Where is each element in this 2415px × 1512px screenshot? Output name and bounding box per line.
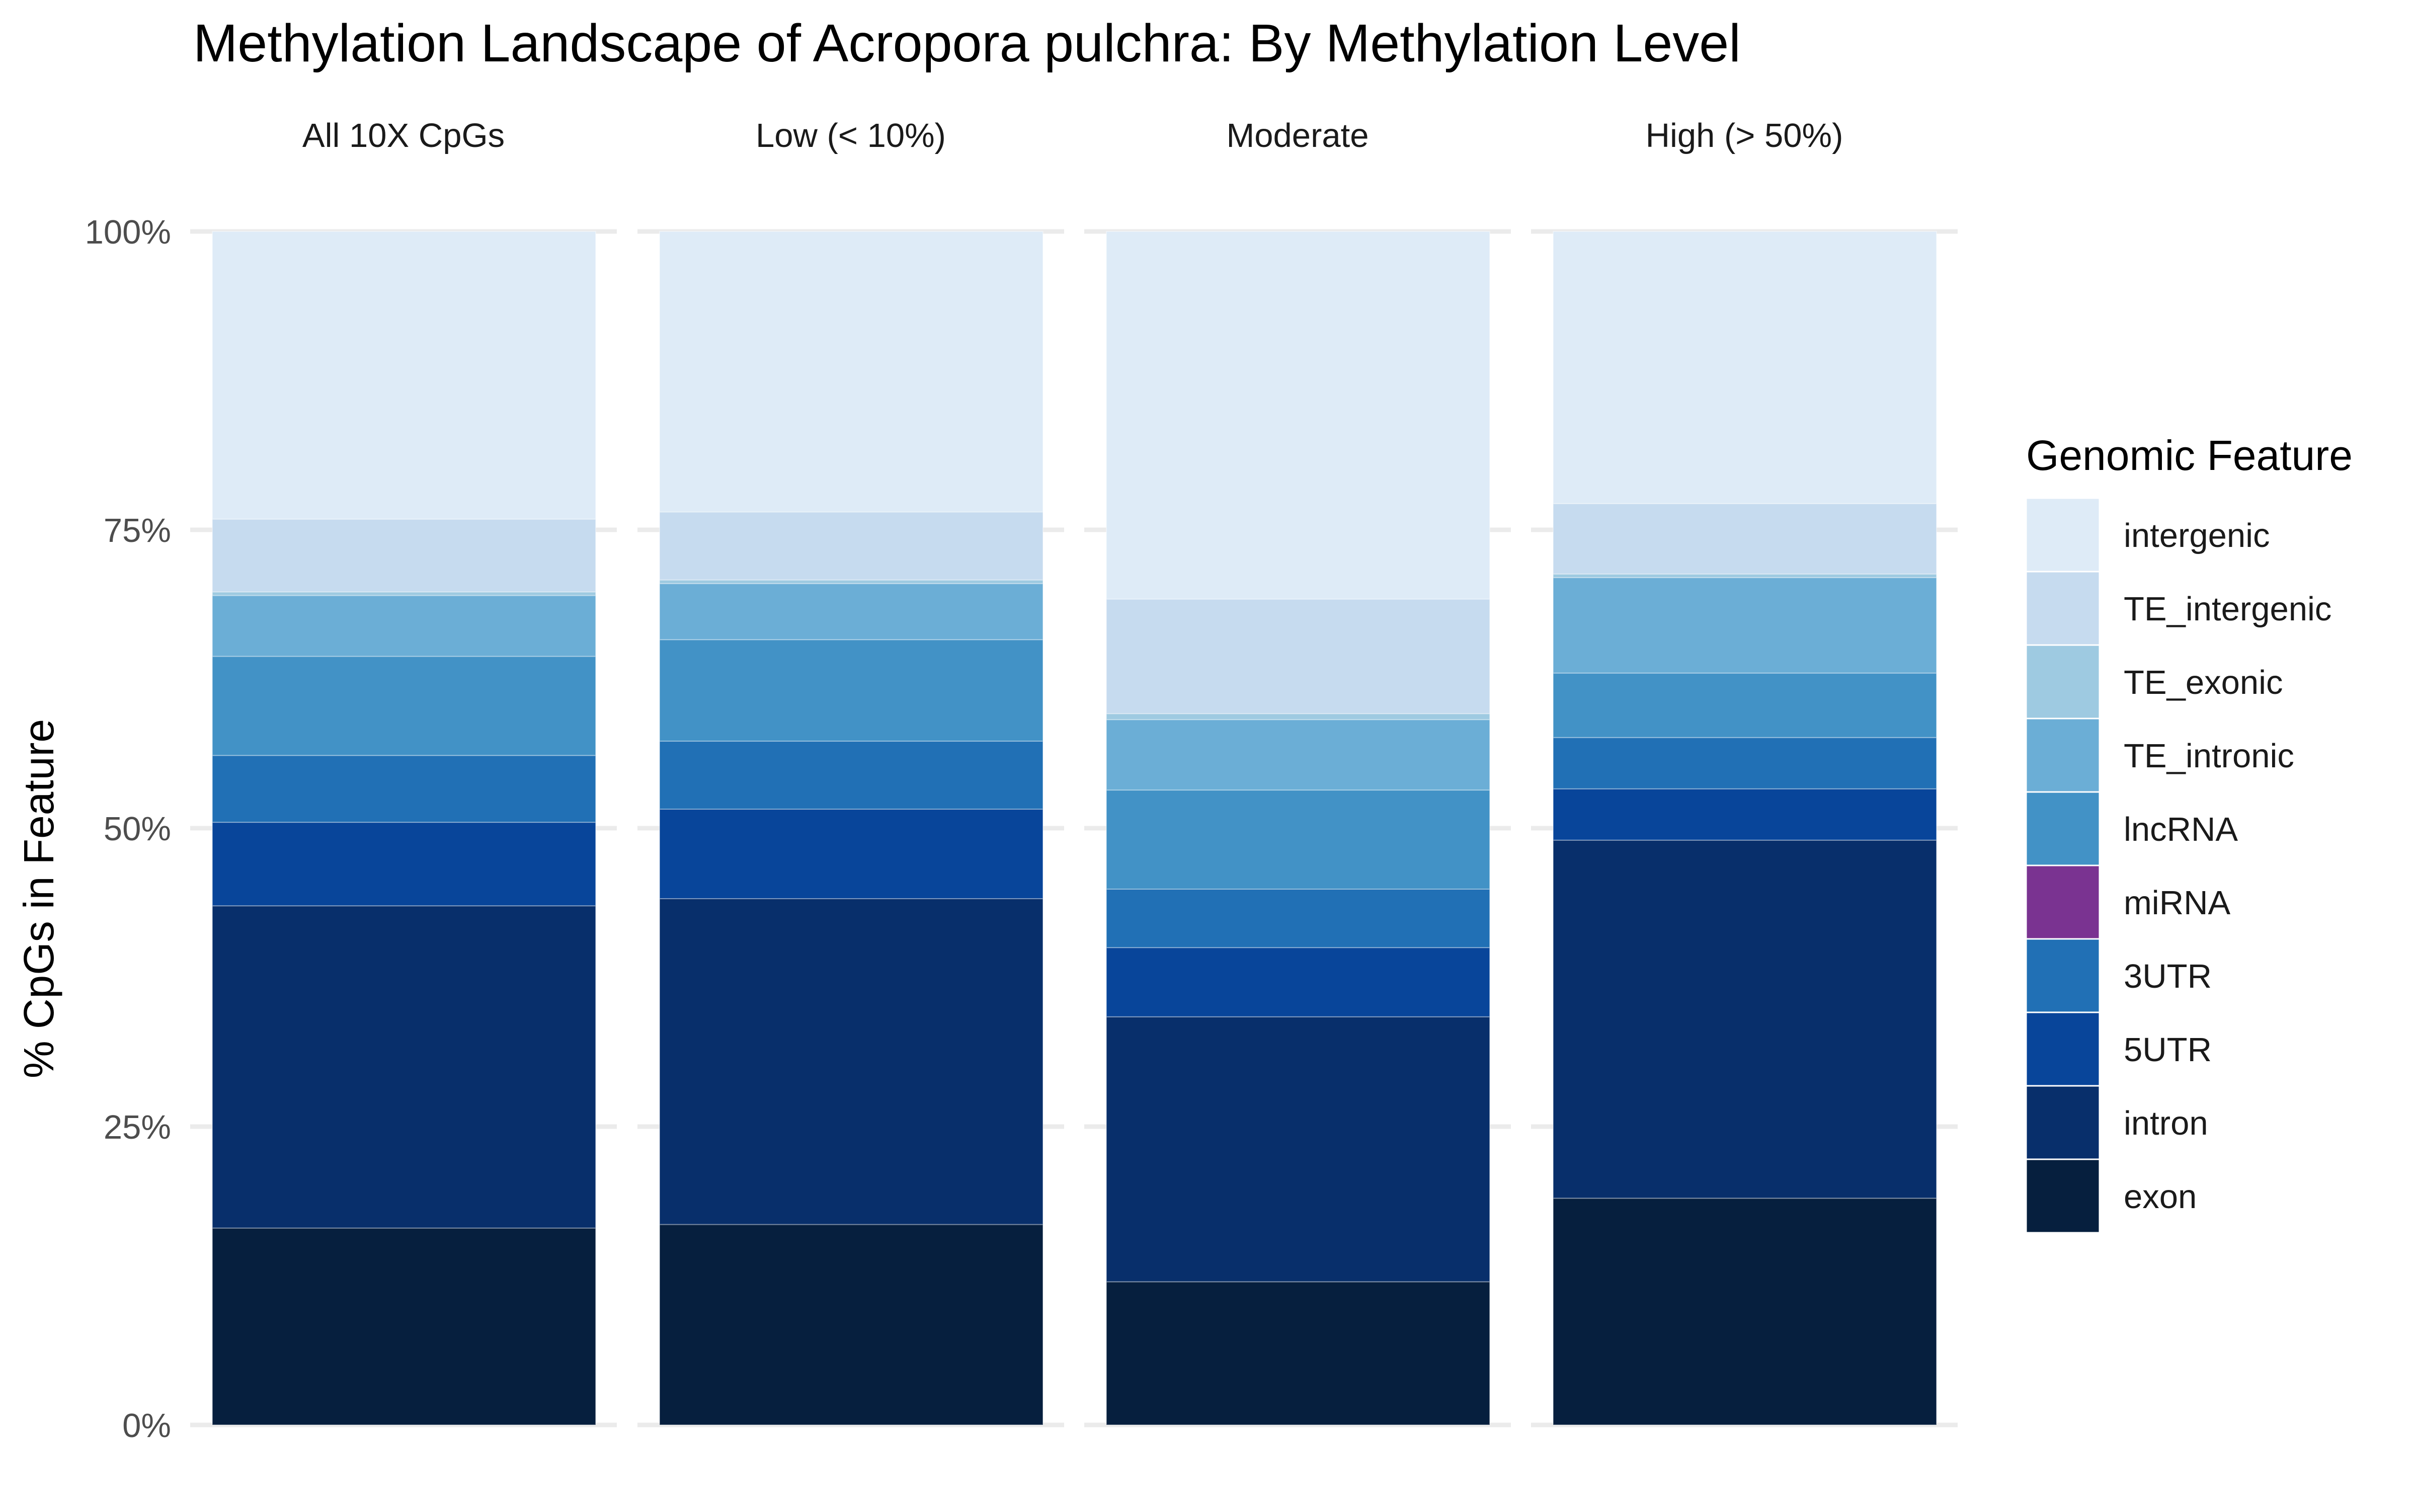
bar-segment-te-intronic bbox=[1106, 719, 1490, 791]
bar-segment-intergenic bbox=[1106, 231, 1490, 600]
bar-segment-exon bbox=[212, 1227, 596, 1426]
bar-segment-3utr bbox=[212, 755, 596, 823]
legend-label-exon: exon bbox=[2124, 1178, 2197, 1216]
legend-label-lncrna: lncRNA bbox=[2124, 811, 2238, 848]
legend-label-3utr: 3UTR bbox=[2124, 958, 2212, 995]
bar-segment-lncrna bbox=[212, 656, 596, 756]
bar-segment-intergenic bbox=[212, 231, 596, 520]
bar-segment-te-exonic bbox=[1106, 713, 1490, 721]
legend-label-te-intronic: TE_intronic bbox=[2124, 737, 2294, 775]
facet-strip-label: Low (< 10%) bbox=[756, 117, 946, 154]
y-tick-label: 50% bbox=[104, 810, 171, 848]
legend-label-5utr: 5UTR bbox=[2124, 1031, 2212, 1069]
y-axis-label: % CpGs in Feature bbox=[15, 719, 62, 1078]
bar-segment-lncrna bbox=[1106, 789, 1490, 890]
bar-segment-intron bbox=[1106, 1016, 1490, 1283]
bar-segment-te-intronic bbox=[659, 583, 1043, 641]
legend-key-te-exonic bbox=[2025, 644, 2101, 720]
legend-key-te-intronic bbox=[2025, 718, 2101, 793]
bar-segment-te-intergenic bbox=[1106, 598, 1490, 714]
bar-segment-lncrna bbox=[1553, 672, 1937, 738]
legend-label-te-intergenic: TE_intergenic bbox=[2124, 590, 2331, 628]
legend-key-5utr bbox=[2025, 1011, 2101, 1087]
legend-title: Genomic Feature bbox=[2026, 432, 2353, 479]
bar-segment-intron bbox=[212, 905, 596, 1229]
bar-segment-3utr bbox=[659, 740, 1043, 810]
facet-strip-label: Moderate bbox=[1226, 117, 1369, 154]
legend-label-intron: intron bbox=[2124, 1104, 2208, 1142]
bar-segment-3utr bbox=[1553, 737, 1937, 789]
bar-stack-panel-1 bbox=[212, 231, 596, 1426]
legend-label-te-exonic: TE_exonic bbox=[2124, 664, 2283, 701]
bar-segment-te-intergenic bbox=[659, 511, 1043, 581]
legend-key-exon bbox=[2025, 1158, 2101, 1234]
y-tick-label: 75% bbox=[104, 512, 171, 549]
bar-segment-5utr bbox=[659, 809, 1043, 899]
bar-segment-te-exonic bbox=[212, 591, 596, 596]
legend-key-mirna bbox=[2025, 864, 2101, 940]
chart-title: Methylation Landscape of Acropora pulchr… bbox=[193, 14, 1741, 73]
bar-segment-intron bbox=[659, 898, 1043, 1225]
bar-segment-exon bbox=[659, 1224, 1043, 1425]
y-axis-ticks: 0% 25% 50% 75% 100% bbox=[85, 213, 171, 1445]
bar-segment-te-intronic bbox=[212, 595, 596, 657]
y-tick-label: 100% bbox=[85, 213, 171, 251]
legend-key-intron bbox=[2025, 1085, 2101, 1160]
y-tick-label: 0% bbox=[122, 1407, 171, 1445]
facet-strips: All 10X CpGs Low (< 10%) Moderate High (> 5… bbox=[302, 117, 1843, 154]
bar-stack-panel-4 bbox=[1553, 231, 1937, 1426]
bar-segment-te-intergenic bbox=[212, 518, 596, 593]
y-tick-label: 25% bbox=[104, 1108, 171, 1146]
bar-segment-intergenic bbox=[1553, 231, 1937, 504]
legend-key-lncrna bbox=[2025, 791, 2101, 866]
bar-segment-lncrna bbox=[659, 639, 1043, 742]
legend-label-intergenic: intergenic bbox=[2124, 517, 2270, 554]
bar-segment-exon bbox=[1106, 1281, 1490, 1426]
bar-segment-5utr bbox=[1553, 788, 1937, 841]
legend-key-intergenic bbox=[2025, 497, 2101, 573]
legend-key-te-intergenic bbox=[2025, 571, 2101, 646]
legend: intergenic TE_intergenic TE_exonic TE_intro… bbox=[2025, 497, 2331, 1234]
bar-segment-exon bbox=[1553, 1198, 1937, 1426]
legend-label-mirna: miRNA bbox=[2124, 884, 2230, 922]
stacked-bars bbox=[212, 231, 1937, 1426]
bar-segment-intergenic bbox=[659, 231, 1043, 513]
bar-segment-5utr bbox=[1106, 947, 1490, 1017]
bar-segment-te-intronic bbox=[1553, 577, 1937, 674]
facet-strip-label: All 10X CpGs bbox=[302, 117, 505, 154]
bar-segment-5utr bbox=[212, 822, 596, 907]
bar-stack-panel-3 bbox=[1106, 231, 1490, 1426]
bar-segment-te-intergenic bbox=[1553, 503, 1937, 575]
legend-key-3utr bbox=[2025, 938, 2101, 1013]
bar-segment-te-exonic bbox=[1553, 573, 1937, 578]
bar-segment-intron bbox=[1553, 839, 1937, 1199]
facet-strip-label: High (> 50%) bbox=[1646, 117, 1843, 154]
bar-segment-te-exonic bbox=[659, 579, 1043, 584]
bar-segment-3utr bbox=[1106, 888, 1490, 948]
bar-stack-panel-2 bbox=[659, 231, 1043, 1425]
